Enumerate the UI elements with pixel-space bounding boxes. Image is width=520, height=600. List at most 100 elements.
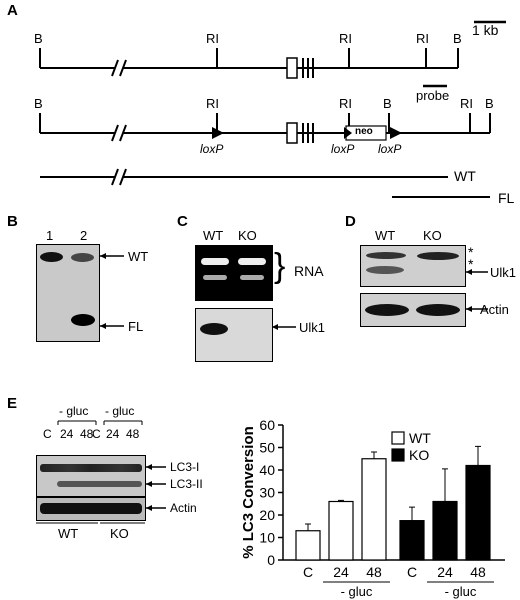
actin-blot-d [360, 293, 466, 327]
bar [361, 458, 387, 561]
y-tick-label: 50 [259, 440, 275, 456]
lane-label: WT [375, 228, 396, 243]
rna-label: RNA [294, 263, 324, 279]
band-label: FL [128, 319, 144, 334]
band-label: Actin [480, 302, 509, 317]
rna-band [238, 258, 266, 265]
panel-c-label: C [177, 213, 188, 230]
panel-e-label: E [7, 395, 18, 412]
wt-fragment-label: WT [454, 168, 476, 184]
site-label: RI [206, 96, 219, 111]
ulk1-blot-c [195, 308, 273, 362]
upper-band [366, 252, 406, 259]
blot-lane-label: C [43, 427, 52, 441]
x-tick-label: C [407, 564, 417, 580]
band-label: Ulk1 [299, 320, 326, 335]
band-label: Ulk1 [490, 265, 517, 280]
group-label: - gluc [445, 584, 477, 599]
probe-label: probe [416, 88, 450, 103]
blot-lane-label: 48 [126, 427, 140, 441]
site-label: RI [416, 31, 429, 46]
bar [399, 520, 425, 561]
lane-label: KO [238, 228, 257, 243]
ulk1-band [200, 323, 228, 335]
x-tick-label: C [303, 564, 313, 580]
wt-band [40, 252, 63, 262]
fl-band [71, 314, 95, 326]
blot-lane-label: 48 [80, 427, 94, 441]
band-label: Actin [170, 501, 197, 515]
scale-bar-label: 1 kb [472, 22, 499, 38]
legend-label: WT [409, 430, 431, 446]
neo-label: neo [355, 126, 373, 137]
blot-lane-label: 24 [60, 427, 74, 441]
site-label: B [383, 96, 392, 111]
rna-band [203, 275, 227, 280]
wt-band [71, 253, 94, 262]
bar [328, 500, 354, 561]
fl-fragment-label: FL [498, 190, 515, 206]
loxp-label: loxP [331, 142, 355, 156]
site-label: B [453, 31, 462, 46]
southern-blot [36, 244, 100, 342]
lane-label: 1 [46, 228, 54, 243]
blot-lane-label: C [92, 427, 101, 441]
actin-band [365, 304, 409, 316]
legend-label: KO [409, 447, 429, 463]
y-tick-label: 10 [259, 530, 275, 546]
site-label: RI [339, 96, 352, 111]
y-tick-label: 60 [259, 417, 275, 433]
lane-label: WT [203, 228, 224, 243]
upper-band [417, 252, 459, 260]
site-label: RI [460, 96, 473, 111]
legend-swatch [391, 448, 405, 462]
y-tick-label: 40 [259, 462, 275, 478]
group-label: WT [58, 526, 79, 541]
loxp-label: loxP [200, 142, 224, 156]
gluc-label: - gluc [105, 404, 135, 418]
y-tick-label: 0 [267, 552, 275, 568]
band-label: WT [128, 249, 149, 264]
lane-label: 2 [80, 228, 88, 243]
panel-b-label: B [7, 213, 18, 230]
ulk1-band [366, 266, 404, 274]
site-label: B [34, 96, 43, 111]
asterisk: * [468, 244, 474, 260]
panel-a-label: A [7, 2, 18, 19]
site-label: B [34, 31, 43, 46]
lc3-blot [36, 455, 146, 497]
rna-band [240, 275, 264, 280]
actin-band [416, 304, 460, 316]
asterisk: * [468, 256, 474, 272]
rna-band [201, 258, 229, 265]
x-tick-label: 48 [470, 564, 486, 580]
panel-d-label: D [345, 213, 356, 230]
group-label: KO [110, 526, 129, 541]
bar [432, 500, 458, 561]
site-label: RI [339, 31, 352, 46]
legend-swatch [391, 431, 405, 445]
ulk1-blot-d [360, 245, 466, 287]
site-label: B [485, 96, 494, 111]
band-label: LC3-I [170, 460, 200, 474]
bar [295, 530, 321, 561]
gluc-label: - gluc [59, 404, 89, 418]
group-label: - gluc [341, 584, 373, 599]
y-tick-label: 20 [259, 507, 275, 523]
actin-blot-e [36, 497, 146, 521]
x-tick-label: 48 [366, 564, 382, 580]
x-tick-label: 24 [333, 564, 349, 580]
blot-lane-label: 24 [106, 427, 120, 441]
loxp-label: loxP [378, 142, 402, 156]
lc3-ii-band [57, 481, 142, 487]
y-tick-label: 30 [259, 485, 275, 501]
band-label: LC3-II [170, 477, 203, 491]
brace: } [274, 247, 286, 285]
actin-band [40, 503, 142, 514]
bar [465, 464, 491, 561]
